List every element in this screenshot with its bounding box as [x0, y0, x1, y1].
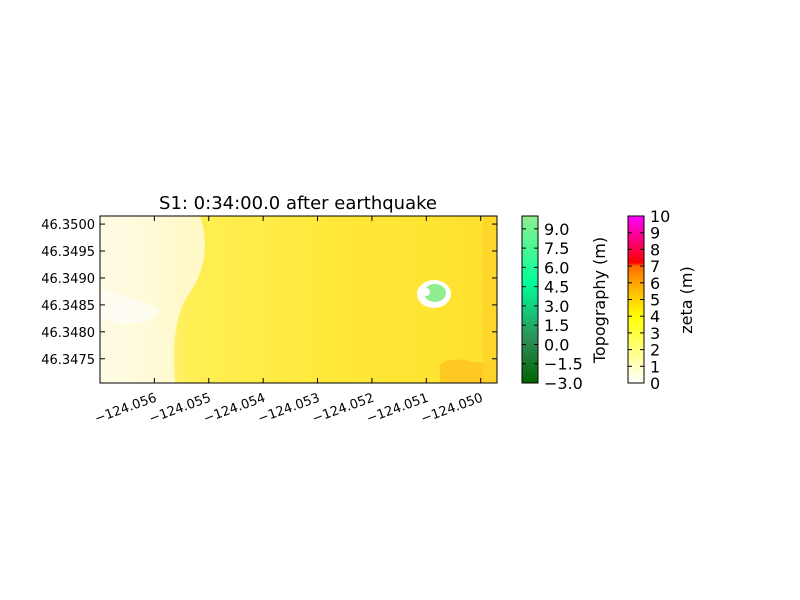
- x-tick-label: −124.053: [256, 391, 322, 427]
- x-tick-label: −124.056: [93, 391, 159, 427]
- y-tick-label: 46.3490: [41, 272, 95, 287]
- east-edge-region: [483, 216, 497, 383]
- colorbar-tick-label: 2: [650, 341, 660, 360]
- colorbar-tick-label: 0.0: [544, 335, 569, 354]
- southeast-high-region: [440, 358, 497, 383]
- colorbar-tick-label: 0: [650, 374, 660, 393]
- colorbar-tick-label: 7.5: [544, 239, 569, 258]
- y-tick-label: 46.3485: [41, 299, 95, 314]
- chart-title: S1: 0:34:00.0 after earthquake: [159, 193, 437, 214]
- colorbar-tick-label: 9: [650, 224, 660, 243]
- topography-colorbar-bar: [521, 215, 539, 384]
- y-tick-label: 46.3500: [41, 218, 95, 233]
- colorbar-tick-label: 9.0: [544, 220, 569, 239]
- colorbar-tick-label: 6.0: [544, 258, 569, 277]
- island: [417, 280, 451, 308]
- colorbar-tick-label: 4.5: [544, 278, 569, 297]
- west-shore-wash: [100, 216, 205, 383]
- colorbar-tick-label: 7: [650, 257, 660, 276]
- colorbar-tick-label: 6: [650, 274, 660, 293]
- x-tick-label: −124.052: [310, 391, 376, 427]
- colorbar-tick-label: 1.5: [544, 316, 569, 335]
- x-tick-label: −124.050: [419, 391, 485, 427]
- colorbar-tick-label: −1.5: [544, 355, 583, 374]
- plot-area: [100, 216, 497, 383]
- topography-colorbar-label: Topography (m): [590, 237, 609, 364]
- x-tick-label: −124.055: [147, 391, 213, 427]
- colorbar-tick-label: 1: [650, 357, 660, 376]
- island-topography: [424, 284, 446, 302]
- y-tick-label: 46.3480: [41, 326, 95, 341]
- colorbar-tick-label: 8: [650, 240, 660, 259]
- island-sand: [422, 288, 430, 296]
- colorbar-tick-label: −3.0: [544, 374, 583, 393]
- plot-frame: [99, 215, 498, 384]
- y-axis: 46.3475 46.3480 46.3485 46.3490 46.3495 46.35…: [41, 218, 497, 368]
- colorbar-tick-label: 3.0: [544, 297, 569, 316]
- colorbar-tick-label: 5: [650, 291, 660, 310]
- y-tick-label: 46.3495: [41, 245, 95, 260]
- colorbar-tick-label: 4: [650, 307, 660, 326]
- zeta-colorbar-label: zeta (m): [677, 266, 696, 333]
- y-tick-label: 46.3475: [41, 353, 95, 368]
- west-shore-band: [100, 290, 160, 324]
- colorbar-tick-label: 3: [650, 324, 660, 343]
- colorbar-tick-label: 10: [650, 207, 670, 226]
- topography-colorbar-ticks: −3.0−1.50.01.53.04.56.07.59.0: [522, 220, 583, 393]
- topography-colorbar: −3.0−1.50.01.53.04.56.07.59.0 Topography…: [521, 215, 609, 393]
- x-tick-label: −124.051: [365, 391, 431, 427]
- x-tick-label: −124.054: [202, 391, 268, 427]
